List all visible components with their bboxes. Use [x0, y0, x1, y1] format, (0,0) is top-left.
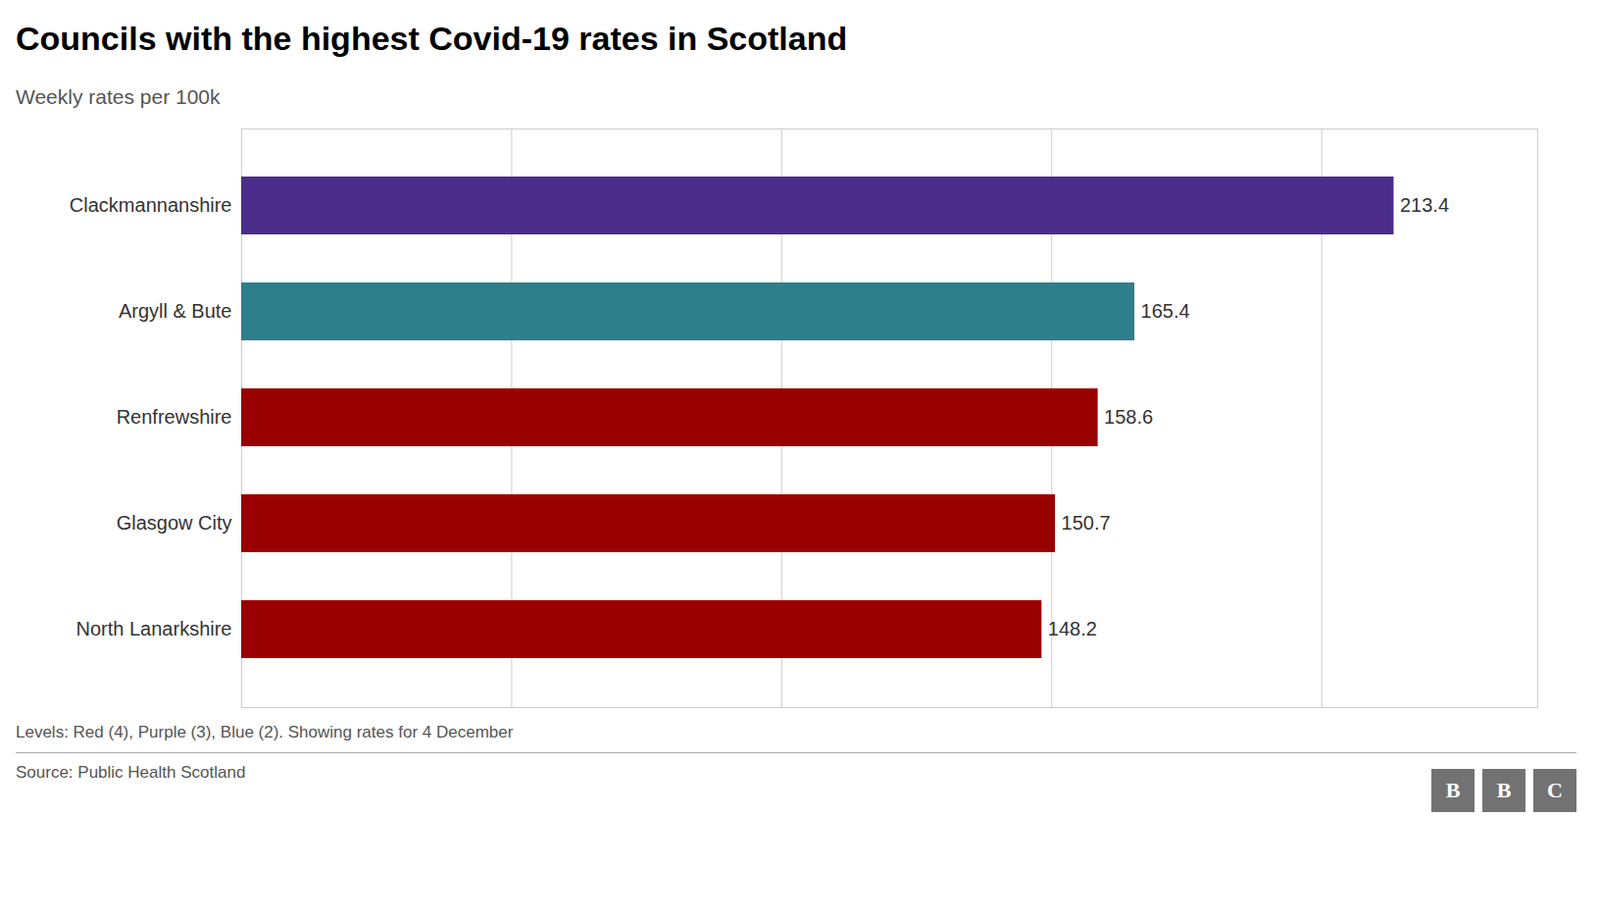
html-text:Levels: Red (4), Purple (3), B: Levels: Red (4), Purple (3), Blue (2). S…	[15, 722, 514, 742]
svg-text:165.4: 165.4	[1141, 300, 1191, 322]
svg-text:150.7: 150.7	[1061, 511, 1111, 534]
html-text:B: B	[1445, 777, 1461, 802]
svg-text:Clackmannanshire: Clackmannanshire	[69, 194, 233, 216]
svg-text:Glasgow City: Glasgow City	[116, 511, 233, 534]
svg-text:North Lanarkshire: North Lanarkshire	[76, 617, 233, 640]
svg-text:213.4: 213.4	[1400, 194, 1450, 216]
html-text:B: B	[1496, 777, 1512, 802]
html-text:Weekly rates per 100k: Weekly rates per 100k	[15, 85, 221, 108]
html-text:Councils with the highest Covi: Councils with the highest Covid-19 rates…	[15, 19, 848, 57]
svg-text:148.2: 148.2	[1048, 617, 1098, 640]
svg-text:Renfrewshire: Renfrewshire	[116, 405, 233, 428]
html-text:C: C	[1547, 777, 1563, 802]
svg-text:158.6: 158.6	[1103, 405, 1153, 428]
html-text:Source: Public Health Scotland: Source: Public Health Scotland	[15, 762, 246, 782]
svg-text:Argyll & Bute: Argyll & Bute	[118, 300, 233, 322]
